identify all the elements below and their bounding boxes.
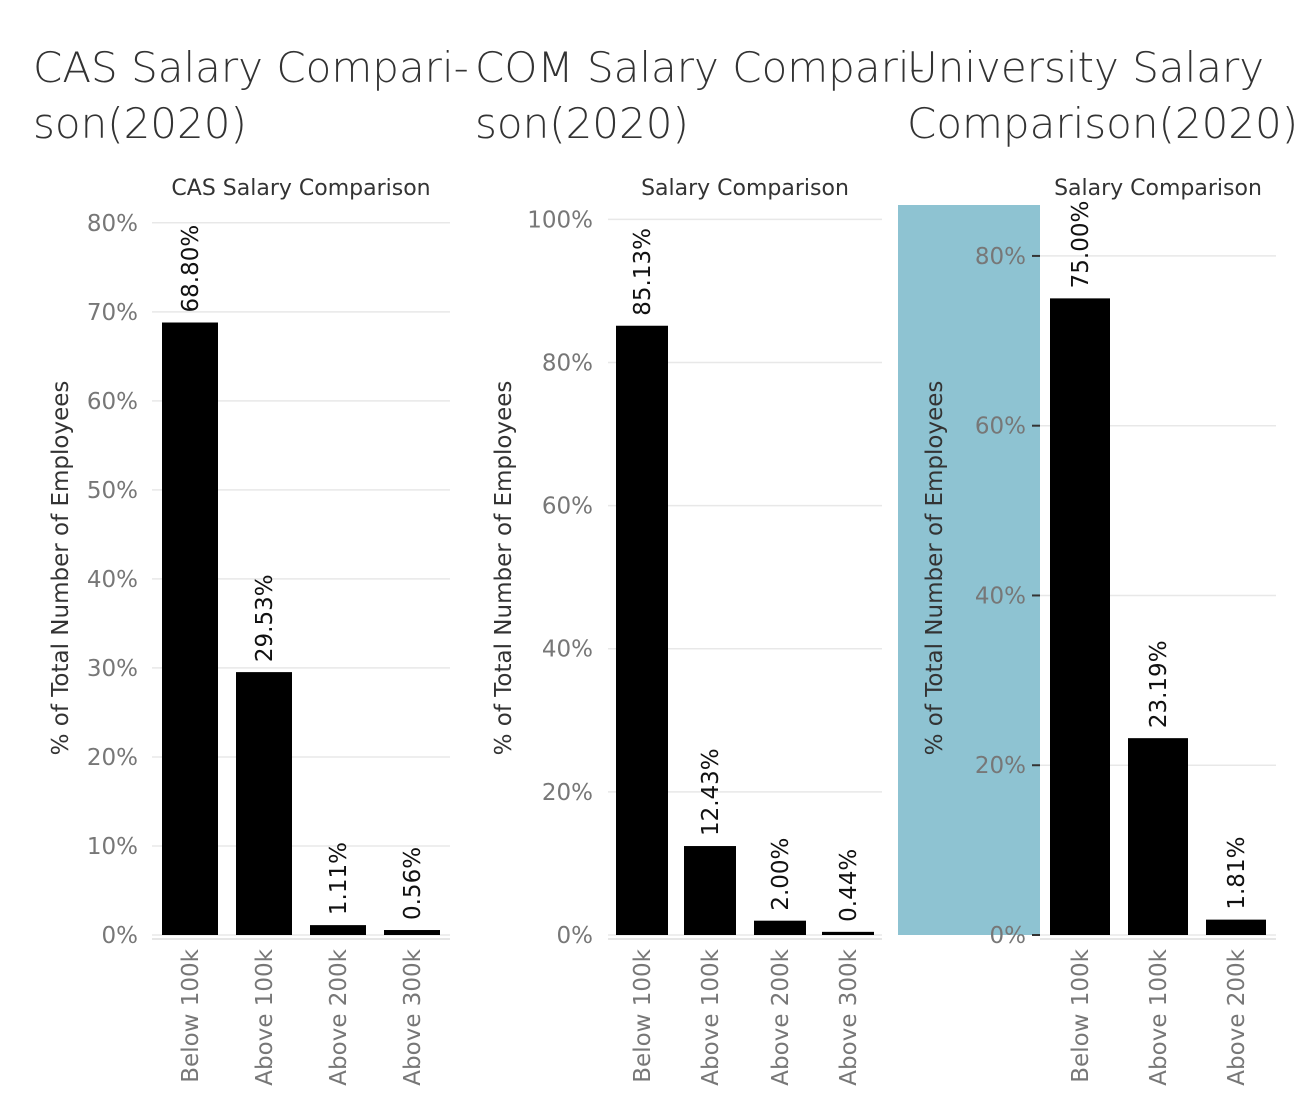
y-axis-title: % of Total Number of Employees — [48, 381, 74, 756]
bar-above-200k[interactable] — [754, 920, 806, 935]
y-tick-label: 60% — [87, 389, 138, 415]
x-category-label: Above 100k — [698, 948, 724, 1085]
data-label: 0.56% — [400, 847, 426, 920]
data-label: 1.11% — [326, 842, 352, 915]
chart-title: CAS Salary Comparison — [171, 176, 430, 201]
x-category-label: Below 100k — [178, 948, 204, 1082]
chart-title: Salary Comparison — [1054, 176, 1262, 201]
y-tick-label: 80% — [975, 244, 1026, 270]
y-tick-label: 40% — [87, 567, 138, 593]
data-label: 29.53% — [252, 574, 278, 662]
y-tick-label: 0% — [102, 923, 139, 949]
data-label: 23.19% — [1146, 640, 1172, 728]
y-tick-label: 20% — [542, 780, 593, 806]
y-tick-label: 70% — [87, 300, 138, 326]
y-tick-label: 30% — [87, 656, 138, 682]
dashboard-title-com: COM Salary Compari- son(2020) — [475, 43, 925, 148]
y-tick-label: 20% — [87, 745, 138, 771]
bar-above-200k[interactable] — [310, 925, 366, 935]
x-category-label: Above 300k — [836, 948, 862, 1085]
y-tick-label: 50% — [87, 478, 138, 504]
dashboard-title-university: University Salary Comparison(2020) — [907, 43, 1298, 148]
y-tick-label: 80% — [542, 350, 593, 376]
y-tick-label: 60% — [542, 494, 593, 520]
bar-above-200k[interactable] — [1206, 919, 1266, 935]
bar-below-100k[interactable] — [1050, 298, 1110, 936]
y-axis-highlight — [898, 205, 1040, 935]
chart-title: Salary Comparison — [641, 176, 849, 201]
dashboard-title-cas: CAS Salary Compari- son(2020) — [33, 43, 469, 148]
data-label: 1.81% — [1224, 837, 1250, 910]
y-axis-title: % of Total Number of Employees — [491, 381, 517, 756]
x-category-label: Above 200k — [768, 948, 794, 1085]
data-label: 85.13% — [630, 228, 656, 316]
bar-above-100k[interactable] — [236, 672, 292, 935]
y-tick-label: 100% — [527, 207, 593, 233]
y-tick-label: 60% — [975, 414, 1026, 440]
y-tick-label: 10% — [87, 834, 138, 860]
y-tick-label: 0% — [990, 923, 1027, 949]
x-category-label: Below 100k — [630, 948, 656, 1082]
x-category-label: Above 300k — [400, 948, 426, 1085]
bar-below-100k[interactable] — [162, 322, 218, 935]
x-category-label: Above 100k — [1146, 948, 1172, 1085]
y-axis-title: % of Total Number of Employees — [922, 381, 948, 756]
y-tick-label: 80% — [87, 211, 138, 237]
data-label: 0.44% — [836, 849, 862, 922]
data-label: 75.00% — [1068, 201, 1094, 289]
y-tick-label: 0% — [557, 923, 594, 949]
data-label: 68.80% — [178, 225, 204, 313]
x-category-label: Below 100k — [1068, 948, 1094, 1082]
y-tick-label: 20% — [975, 753, 1026, 779]
bar-above-100k[interactable] — [1128, 738, 1188, 935]
x-category-label: Above 200k — [1224, 948, 1250, 1085]
bar-above-300k[interactable] — [822, 931, 874, 935]
x-category-label: Above 100k — [252, 948, 278, 1085]
y-tick-label: 40% — [542, 637, 593, 663]
bar-below-100k[interactable] — [616, 325, 668, 935]
data-label: 2.00% — [768, 838, 794, 911]
y-tick-label: 40% — [975, 583, 1026, 609]
bar-above-300k[interactable] — [384, 930, 440, 935]
data-label: 12.43% — [698, 748, 724, 836]
bar-above-100k[interactable] — [684, 846, 736, 935]
x-category-label: Above 200k — [326, 948, 352, 1085]
